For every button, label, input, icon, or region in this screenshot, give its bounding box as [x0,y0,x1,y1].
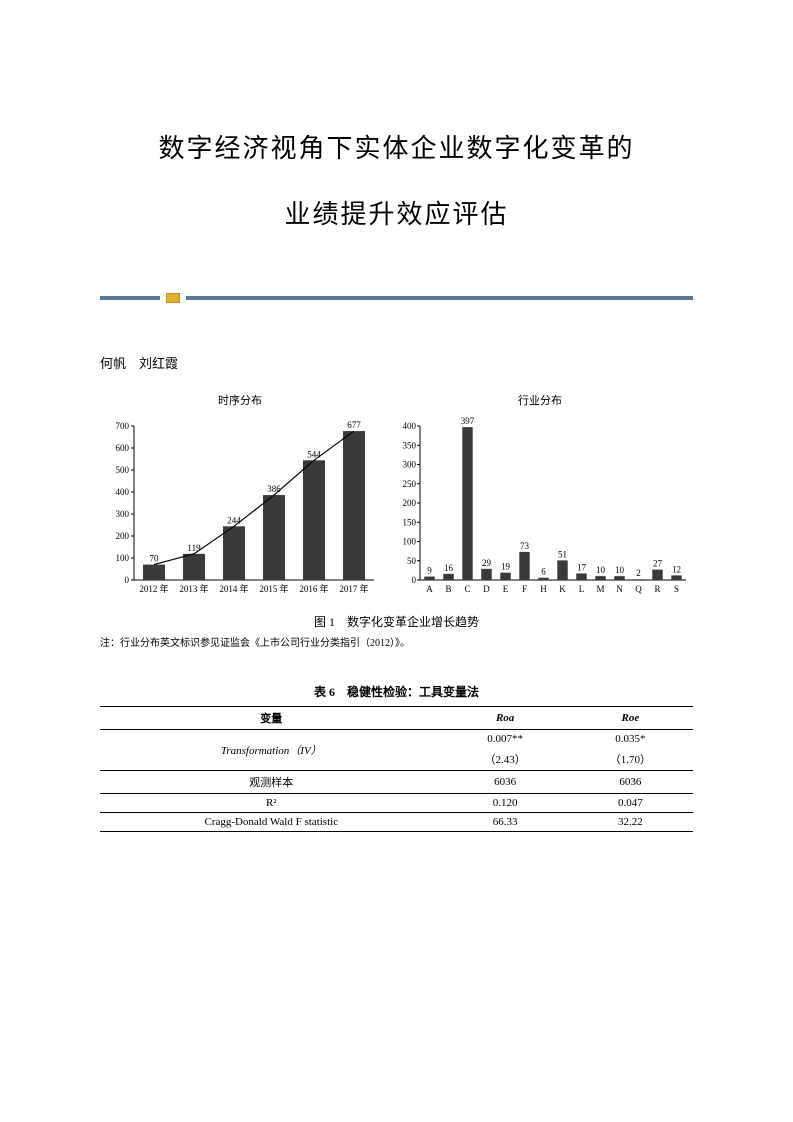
svg-text:R: R [654,584,660,594]
title-line-2: 业绩提升效应评估 [100,196,693,232]
svg-text:350: 350 [403,440,417,450]
chart-left-title: 时序分布 [100,392,380,408]
svg-text:400: 400 [116,487,130,497]
table-header-c1: Roa [443,706,568,729]
svg-text:150: 150 [403,517,417,527]
divider-rule [100,293,693,303]
svg-text:2017 年: 2017 年 [339,583,368,594]
svg-text:16: 16 [444,563,454,573]
svg-text:C: C [464,584,470,594]
table-cell: 0.035* [568,729,693,748]
svg-text:Q: Q [635,584,642,594]
svg-text:12: 12 [672,564,681,574]
svg-text:200: 200 [403,498,417,508]
title-block: 数字经济视角下实体企业数字化变革的 业绩提升效应评估 [100,130,693,233]
svg-text:6: 6 [541,566,546,576]
table-row-label: R² [100,793,443,812]
figure-caption: 图 1 数字化变革企业增长趋势 [100,613,693,630]
svg-text:100: 100 [403,536,417,546]
svg-text:544: 544 [307,449,321,459]
svg-text:19: 19 [501,561,511,571]
table-cell: 0.007** [443,729,568,748]
svg-text:A: A [426,584,433,594]
svg-text:50: 50 [407,556,417,566]
svg-text:2013 年: 2013 年 [179,583,208,594]
svg-text:73: 73 [520,541,530,551]
svg-text:2012 年: 2012 年 [139,583,168,594]
svg-text:17: 17 [577,562,587,572]
svg-text:400: 400 [403,421,417,431]
svg-text:500: 500 [116,465,130,475]
svg-text:M: M [596,584,604,594]
chart-right-svg: 0 50 100 150 200 250 300 350 400 9 A 16 B 397 C 29 D 19 E 7… [390,412,690,602]
svg-text:600: 600 [116,443,130,453]
table-cell: 32.22 [568,812,693,831]
svg-text:2015 年: 2015 年 [259,583,288,594]
svg-text:300: 300 [403,459,417,469]
svg-text:H: H [540,584,547,594]
svg-text:0: 0 [412,575,417,585]
svg-text:D: D [483,584,490,594]
svg-text:2014 年: 2014 年 [219,583,248,594]
table-row-label: Cragg-Donald Wald F statistic [100,812,443,831]
title-line-1: 数字经济视角下实体企业数字化变革的 [100,130,693,166]
table-cell: 6036 [568,770,693,793]
svg-text:10: 10 [615,565,625,575]
svg-text:B: B [445,584,451,594]
svg-text:250: 250 [403,479,417,489]
table-cell: 66.33 [443,812,568,831]
svg-text:244: 244 [227,515,241,525]
svg-text:397: 397 [461,416,475,426]
svg-text:9: 9 [427,565,432,575]
svg-text:51: 51 [558,549,567,559]
table-cell: 6036 [443,770,568,793]
svg-text:386: 386 [267,484,281,494]
table-row-label: 观测样本 [100,770,443,793]
table-caption: 表 6 稳健性检验：工具变量法 [100,683,693,700]
svg-text:0: 0 [125,575,130,585]
table-cell: 0.047 [568,793,693,812]
svg-text:677: 677 [347,420,361,430]
svg-text:F: F [522,584,527,594]
table-cell: （2.43） [443,748,568,771]
svg-text:200: 200 [116,531,130,541]
svg-text:300: 300 [116,509,130,519]
table-cell: （1.70） [568,748,693,771]
rule-bar-left [100,296,160,300]
chart-left-panel: 时序分布 0 100 200 300 400 500 600 700 70 2012 年 119 20… [100,392,380,607]
table-cell: 0.120 [443,793,568,812]
chart-right-panel: 行业分布 0 50 100 150 200 250 300 350 400 9 A 16 B 397 C 29… [390,392,690,607]
figure-1: 时序分布 0100200300400500600700702012 年11920… [100,392,693,607]
svg-text:K: K [559,584,566,594]
authors: 何帆 刘红霞 [100,353,693,372]
svg-text:2016 年: 2016 年 [299,583,328,594]
svg-text:27: 27 [653,558,663,568]
svg-text:E: E [503,584,509,594]
svg-text:29: 29 [482,558,492,568]
table-header-c2: Roe [568,706,693,729]
svg-text:100: 100 [116,553,130,563]
svg-text:L: L [579,584,585,594]
svg-text:119: 119 [187,543,201,553]
chart-right-title: 行业分布 [390,392,690,408]
svg-text:700: 700 [116,421,130,431]
svg-text:10: 10 [596,565,606,575]
svg-text:N: N [616,584,623,594]
figure-note: 注：行业分布英文标识参见证监会《上市公司行业分类指引（2012）》。 [100,634,693,649]
svg-text:70: 70 [150,553,160,563]
svg-text:2: 2 [636,568,641,578]
rule-square-icon [166,293,180,303]
svg-text:S: S [674,584,679,594]
chart-left-svg: 0 100 200 300 400 500 600 700 70 2012 年 119 2013 年 2… [100,412,380,602]
table-row-label: Transformation（IV） [100,729,443,770]
table-header-var: 变量 [100,706,443,729]
rule-bar-right [186,296,693,300]
robustness-table: 变量 Roa Roe Transformation（IV） 0.007** 0.… [100,706,693,832]
